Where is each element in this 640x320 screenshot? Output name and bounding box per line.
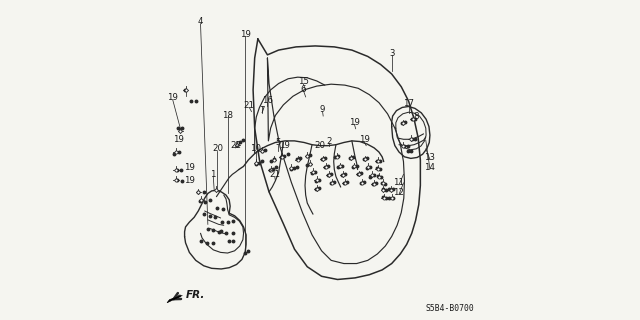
Text: 19: 19 — [240, 30, 251, 39]
Text: 20: 20 — [314, 141, 325, 150]
Text: 11: 11 — [394, 179, 404, 188]
Text: 16: 16 — [262, 96, 273, 105]
Text: 15: 15 — [298, 77, 309, 86]
Text: 4: 4 — [198, 17, 204, 26]
Text: 14: 14 — [424, 163, 435, 172]
Text: 1: 1 — [211, 170, 216, 179]
Text: FR.: FR. — [186, 291, 205, 300]
Text: 13: 13 — [424, 153, 435, 162]
Text: 12: 12 — [394, 188, 404, 197]
Text: 10: 10 — [250, 144, 261, 153]
Text: 21: 21 — [244, 101, 255, 110]
Text: 17: 17 — [403, 99, 414, 108]
Text: 5: 5 — [275, 138, 281, 147]
Text: 19: 19 — [279, 141, 290, 150]
Polygon shape — [167, 295, 182, 303]
Text: 18: 18 — [222, 111, 233, 120]
Text: 7: 7 — [259, 106, 265, 115]
Text: 21: 21 — [269, 170, 280, 179]
Text: 20: 20 — [212, 144, 223, 153]
Text: 19: 19 — [358, 135, 369, 144]
Text: 19: 19 — [173, 135, 184, 144]
Text: 2: 2 — [326, 137, 332, 146]
Text: 19: 19 — [168, 93, 178, 102]
Text: 19: 19 — [349, 118, 360, 127]
Text: S5B4-B0700: S5B4-B0700 — [426, 304, 474, 313]
Text: 19: 19 — [184, 176, 195, 185]
Text: 3: 3 — [389, 49, 394, 58]
Text: 22: 22 — [230, 141, 241, 150]
Text: 19: 19 — [184, 164, 195, 172]
Text: 9: 9 — [320, 105, 325, 114]
Text: 8: 8 — [413, 112, 419, 121]
Text: 6: 6 — [301, 85, 306, 94]
